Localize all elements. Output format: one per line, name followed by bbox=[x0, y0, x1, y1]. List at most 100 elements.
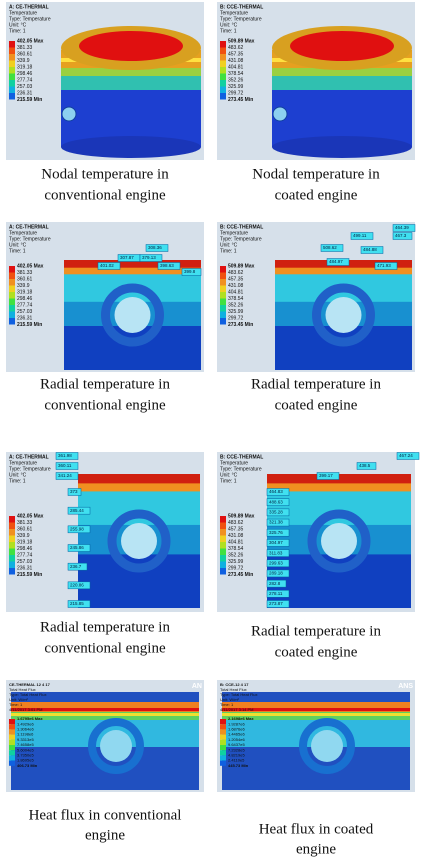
legend-swatch bbox=[220, 755, 226, 760]
legend-header: 4/11/2017 3:01 PM bbox=[9, 707, 43, 712]
panel: B: CCE-THERMALTemperatureType: Temperatu… bbox=[217, 222, 415, 372]
legend-swatch bbox=[9, 74, 15, 81]
legend-label: 299.72 bbox=[228, 565, 244, 571]
legend-label: 236.31 bbox=[17, 565, 33, 571]
piston-bottom bbox=[272, 136, 412, 158]
legend-header: Time: 1 bbox=[220, 28, 237, 34]
legend-swatch bbox=[9, 549, 15, 556]
legend-swatch bbox=[9, 568, 15, 575]
legend-label: 483.62 bbox=[228, 270, 244, 276]
legend-label: 360.61 bbox=[17, 51, 33, 57]
callout-label: 311.83 bbox=[269, 550, 283, 555]
legend-label: 404.81 bbox=[228, 289, 244, 295]
legend-label: 509.89 Max bbox=[228, 38, 255, 44]
legend-header: Time: 1 bbox=[9, 248, 26, 254]
callout-label: 499.11 bbox=[353, 233, 367, 238]
section-red bbox=[78, 474, 200, 483]
legend-swatch bbox=[9, 719, 15, 724]
legend-label: 339.9 bbox=[17, 283, 30, 289]
figure: A: CE-THERMALTemperatureType: Temperatur… bbox=[0, 0, 425, 858]
legend-label: 277.74 bbox=[17, 302, 33, 308]
callout-label: 220.86 bbox=[70, 583, 84, 588]
callout-label: 245.86 bbox=[70, 545, 84, 550]
legend-swatch bbox=[9, 305, 15, 312]
legend-label: 381.33 bbox=[17, 270, 33, 276]
legend-label: 483.62 bbox=[228, 45, 244, 51]
caption: engine bbox=[85, 827, 125, 843]
callout-label: 236.7 bbox=[70, 564, 82, 569]
callout-label: 299.63 bbox=[269, 560, 283, 565]
legend-label: 325.99 bbox=[228, 559, 244, 565]
callout-label: 360.11 bbox=[58, 463, 72, 468]
legend-swatch bbox=[220, 568, 226, 575]
logo: AN bbox=[192, 683, 202, 690]
caption: Heat flux in coated bbox=[259, 821, 374, 837]
caption: coated engine bbox=[275, 187, 358, 203]
callout-label: 321.38 bbox=[269, 520, 283, 525]
callout-label: 398.63 bbox=[160, 263, 174, 268]
legend-swatch bbox=[9, 41, 15, 48]
callout-label: 399.8 bbox=[184, 269, 196, 274]
legend-label: 257.03 bbox=[17, 84, 33, 90]
legend-swatch bbox=[9, 318, 15, 325]
panel: B: CCE-THERMALTemperatureType: Temperatu… bbox=[217, 2, 415, 160]
pin-bore bbox=[115, 297, 151, 333]
legend-label: 339.9 bbox=[17, 58, 30, 64]
legend-swatch bbox=[9, 523, 15, 530]
panel: A: CE-THERMALTemperatureType: Temperatur… bbox=[6, 2, 204, 160]
legend-label: 299.72 bbox=[228, 90, 244, 96]
legend-swatch bbox=[220, 41, 226, 48]
pin-bore bbox=[326, 297, 362, 333]
legend-swatch bbox=[220, 523, 226, 530]
pin-bore bbox=[121, 523, 157, 559]
pin-bore bbox=[100, 730, 132, 762]
legend-label: 360.61 bbox=[17, 276, 33, 282]
legend-swatch bbox=[9, 292, 15, 299]
caption: coated engine bbox=[275, 397, 358, 413]
legend-label: 215.59 Min bbox=[17, 97, 42, 103]
legend-label: 457.35 bbox=[228, 276, 244, 282]
legend-label: 215.59 Min bbox=[17, 322, 42, 328]
legend-swatch bbox=[9, 562, 15, 569]
legend-label: 404.81 bbox=[228, 64, 244, 70]
legend-swatch bbox=[220, 80, 226, 87]
legend-swatch bbox=[9, 724, 15, 729]
legend-swatch bbox=[220, 735, 226, 740]
legend-swatch bbox=[220, 740, 226, 745]
legend-header: Time: 1 bbox=[9, 28, 26, 34]
legend-swatch bbox=[220, 266, 226, 273]
legend-swatch bbox=[220, 745, 226, 750]
legend-swatch bbox=[220, 48, 226, 55]
callout-label: 361.98 bbox=[58, 453, 72, 458]
callout-label: 304.97 bbox=[269, 540, 283, 545]
legend-label: 445.73 Min bbox=[228, 763, 249, 768]
legend-swatch bbox=[220, 93, 226, 100]
panel: B: CCE-THERMALTemperatureType: Temperatu… bbox=[217, 452, 419, 612]
legend-label: 406.73 Min bbox=[17, 763, 38, 768]
panel: A: CE-THERMALTemperatureType: Temperatur… bbox=[6, 452, 204, 612]
legend-swatch bbox=[220, 87, 226, 94]
caption: conventional engine bbox=[44, 397, 166, 413]
caption: conventional engine bbox=[44, 640, 166, 656]
legend-swatch bbox=[220, 273, 226, 280]
callout-label: 289.18 bbox=[269, 571, 283, 576]
legend-label: 509.89 Max bbox=[228, 513, 255, 519]
legend-label: 402.05 Max bbox=[17, 513, 44, 519]
legend-label: 257.03 bbox=[17, 309, 33, 315]
legend-label: 236.31 bbox=[17, 315, 33, 321]
callout-label: 464.39 bbox=[395, 225, 409, 230]
callout-label: 325.76 bbox=[269, 530, 283, 535]
caption: Heat flux in conventional bbox=[29, 807, 182, 823]
legend-swatch bbox=[220, 549, 226, 556]
legend-label: 257.03 bbox=[17, 559, 33, 565]
legend-swatch bbox=[220, 299, 226, 306]
caption: Radial temperature in bbox=[251, 623, 381, 639]
callout-label: 467.3 bbox=[395, 233, 407, 238]
legend-swatch bbox=[220, 516, 226, 523]
legend-label: 457.35 bbox=[228, 51, 244, 57]
caption: Nodal temperature in bbox=[252, 166, 380, 182]
piston-bottom bbox=[61, 136, 201, 158]
legend-swatch bbox=[220, 279, 226, 286]
legend-label: 378.54 bbox=[228, 296, 244, 302]
legend-swatch bbox=[9, 61, 15, 68]
